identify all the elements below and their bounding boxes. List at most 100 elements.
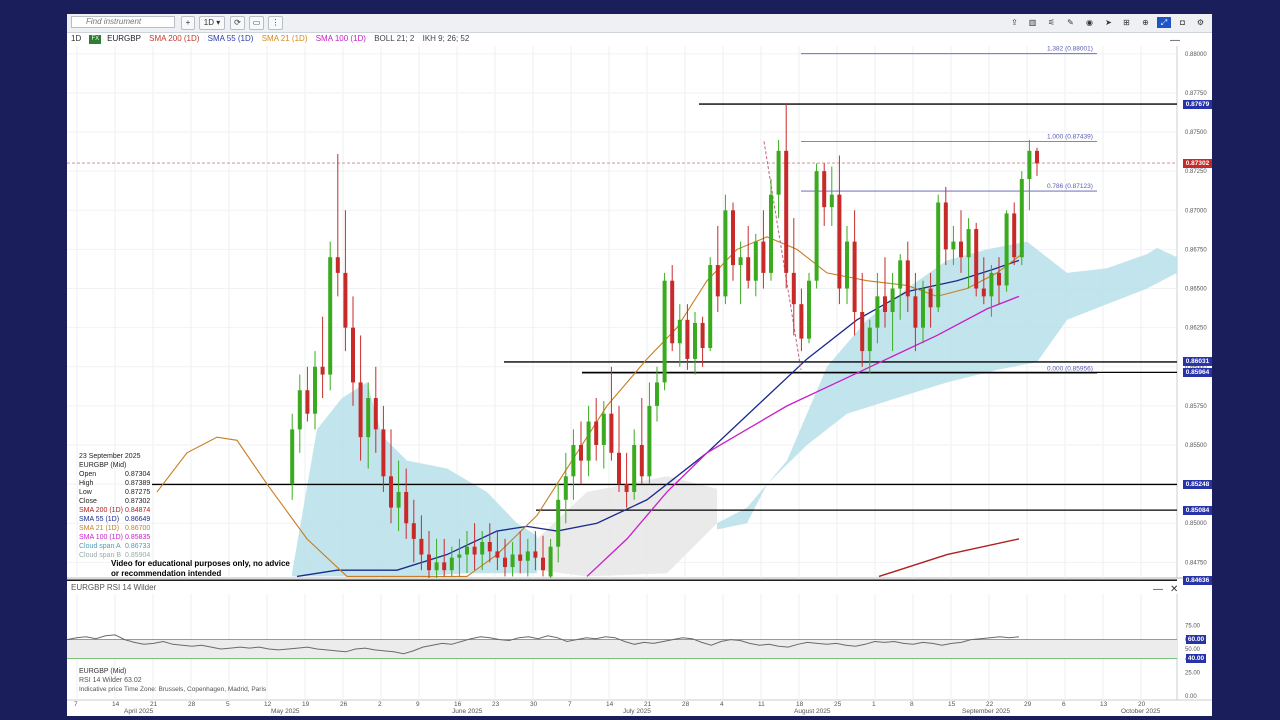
- candle-body[interactable]: [563, 476, 568, 500]
- candle-body[interactable]: [928, 288, 933, 308]
- candle-body[interactable]: [655, 382, 659, 406]
- legend-ikh[interactable]: IKH 9; 26; 52: [422, 34, 470, 43]
- candle-body[interactable]: [814, 171, 819, 281]
- candle-body[interactable]: [396, 491, 401, 508]
- candle-body[interactable]: [723, 210, 728, 297]
- candle-body[interactable]: [677, 319, 682, 344]
- candle-body[interactable]: [480, 542, 485, 555]
- more-icon[interactable]: ⋮: [268, 16, 283, 30]
- eye-icon[interactable]: ◉: [1086, 18, 1093, 27]
- candle-body[interactable]: [404, 491, 409, 524]
- candle-body[interactable]: [761, 241, 766, 273]
- cursor-icon[interactable]: ➤: [1105, 18, 1112, 27]
- candle-body[interactable]: [731, 210, 735, 266]
- candle-body[interactable]: [852, 241, 857, 312]
- candle-body[interactable]: [427, 554, 431, 571]
- candle-body[interactable]: [943, 202, 948, 250]
- share-icon[interactable]: ⇪: [1011, 18, 1018, 27]
- candle-body[interactable]: [556, 499, 561, 547]
- candle-body[interactable]: [708, 265, 713, 348]
- indicators-icon[interactable]: ⚟: [1047, 18, 1056, 27]
- legend-sma55[interactable]: SMA 55 (1D): [207, 34, 254, 43]
- candle-body[interactable]: [867, 327, 872, 352]
- legend-sma200[interactable]: SMA 200 (1D): [149, 34, 200, 43]
- candle-body[interactable]: [381, 429, 386, 477]
- candle-body[interactable]: [746, 257, 751, 281]
- candle-body[interactable]: [1004, 213, 1009, 286]
- candle-body[interactable]: [837, 194, 842, 289]
- candle-body[interactable]: [601, 413, 606, 445]
- candle-body[interactable]: [769, 194, 773, 273]
- candle-body[interactable]: [609, 413, 614, 453]
- candle-body[interactable]: [366, 398, 371, 438]
- chart-type-icon[interactable]: ▥: [1028, 18, 1037, 27]
- fullscreen-icon[interactable]: ⤢: [1157, 17, 1171, 28]
- candle-body[interactable]: [335, 257, 340, 273]
- candle-body[interactable]: [434, 562, 439, 571]
- search-input[interactable]: [71, 16, 175, 28]
- candle-body[interactable]: [518, 554, 523, 561]
- candle-body[interactable]: [472, 546, 477, 555]
- legend-boll[interactable]: BOLL 21; 2: [374, 34, 415, 43]
- legend-symbol[interactable]: EURGBP: [107, 34, 141, 43]
- candle-body[interactable]: [639, 445, 644, 477]
- interval-select[interactable]: 1D ▾: [199, 16, 225, 30]
- candle-body[interactable]: [738, 257, 743, 266]
- candle-body[interactable]: [533, 551, 538, 558]
- candle-body[interactable]: [1019, 179, 1024, 258]
- candle-body[interactable]: [981, 288, 986, 297]
- candle-body[interactable]: [898, 260, 903, 289]
- candle-body[interactable]: [890, 288, 895, 312]
- candle-body[interactable]: [465, 546, 469, 555]
- legend-sma100[interactable]: SMA 100 (1D): [315, 34, 366, 43]
- draw-icon[interactable]: ✎: [1067, 18, 1074, 27]
- candle-body[interactable]: [662, 280, 667, 383]
- candle-body[interactable]: [594, 421, 599, 445]
- candle-body[interactable]: [351, 327, 355, 383]
- candle-body[interactable]: [449, 557, 454, 571]
- candle-body[interactable]: [685, 319, 690, 359]
- candle-body[interactable]: [358, 382, 363, 438]
- candle-body[interactable]: [548, 546, 553, 577]
- add-instrument-button[interactable]: +: [181, 16, 195, 30]
- candle-body[interactable]: [791, 272, 796, 305]
- chart-canvas[interactable]: 7 14 21 28 5 12 19 26 2 9 16 23 30 7 14 21 28 4 11 18 25 1 8 15…: [67, 14, 1212, 716]
- candle-body[interactable]: [693, 322, 697, 359]
- measure-icon[interactable]: ⊞: [1123, 18, 1130, 27]
- candle-body[interactable]: [799, 304, 804, 339]
- candle-body[interactable]: [966, 229, 971, 258]
- candle-body[interactable]: [860, 312, 865, 352]
- rsi-minimize-button[interactable]: —: [1153, 584, 1163, 595]
- candle-body[interactable]: [700, 322, 705, 348]
- settings-icon[interactable]: ⚙: [1196, 18, 1205, 27]
- candle-body[interactable]: [503, 557, 507, 568]
- candle-body[interactable]: [510, 554, 515, 568]
- candle-body[interactable]: [951, 241, 956, 250]
- candle-body[interactable]: [525, 551, 530, 561]
- candle-body[interactable]: [997, 272, 1001, 286]
- candle-body[interactable]: [442, 562, 447, 571]
- candle-body[interactable]: [647, 405, 652, 477]
- candle-body[interactable]: [905, 260, 910, 297]
- rsi-close-button[interactable]: ✕: [1170, 584, 1179, 595]
- refresh-icon[interactable]: ⟳: [230, 16, 245, 30]
- candle-body[interactable]: [305, 390, 310, 414]
- candle-body[interactable]: [411, 523, 416, 539]
- candle-body[interactable]: [829, 194, 834, 208]
- candle-body[interactable]: [670, 280, 675, 344]
- candle-body[interactable]: [579, 445, 583, 461]
- candle-body[interactable]: [715, 265, 720, 297]
- candle-body[interactable]: [624, 484, 629, 492]
- candle-body[interactable]: [297, 390, 302, 430]
- trend-line[interactable]: [763, 141, 802, 370]
- candle-body[interactable]: [586, 421, 591, 461]
- candle-body[interactable]: [936, 202, 941, 308]
- candle-body[interactable]: [845, 241, 849, 289]
- candle-body[interactable]: [373, 398, 378, 430]
- candle-body[interactable]: [343, 272, 348, 328]
- candle-body[interactable]: [1035, 150, 1039, 164]
- candle-body[interactable]: [921, 288, 925, 328]
- layout-icon[interactable]: ▭: [249, 16, 264, 30]
- legend-sma21[interactable]: SMA 21 (1D): [261, 34, 308, 43]
- candle-body[interactable]: [617, 452, 621, 485]
